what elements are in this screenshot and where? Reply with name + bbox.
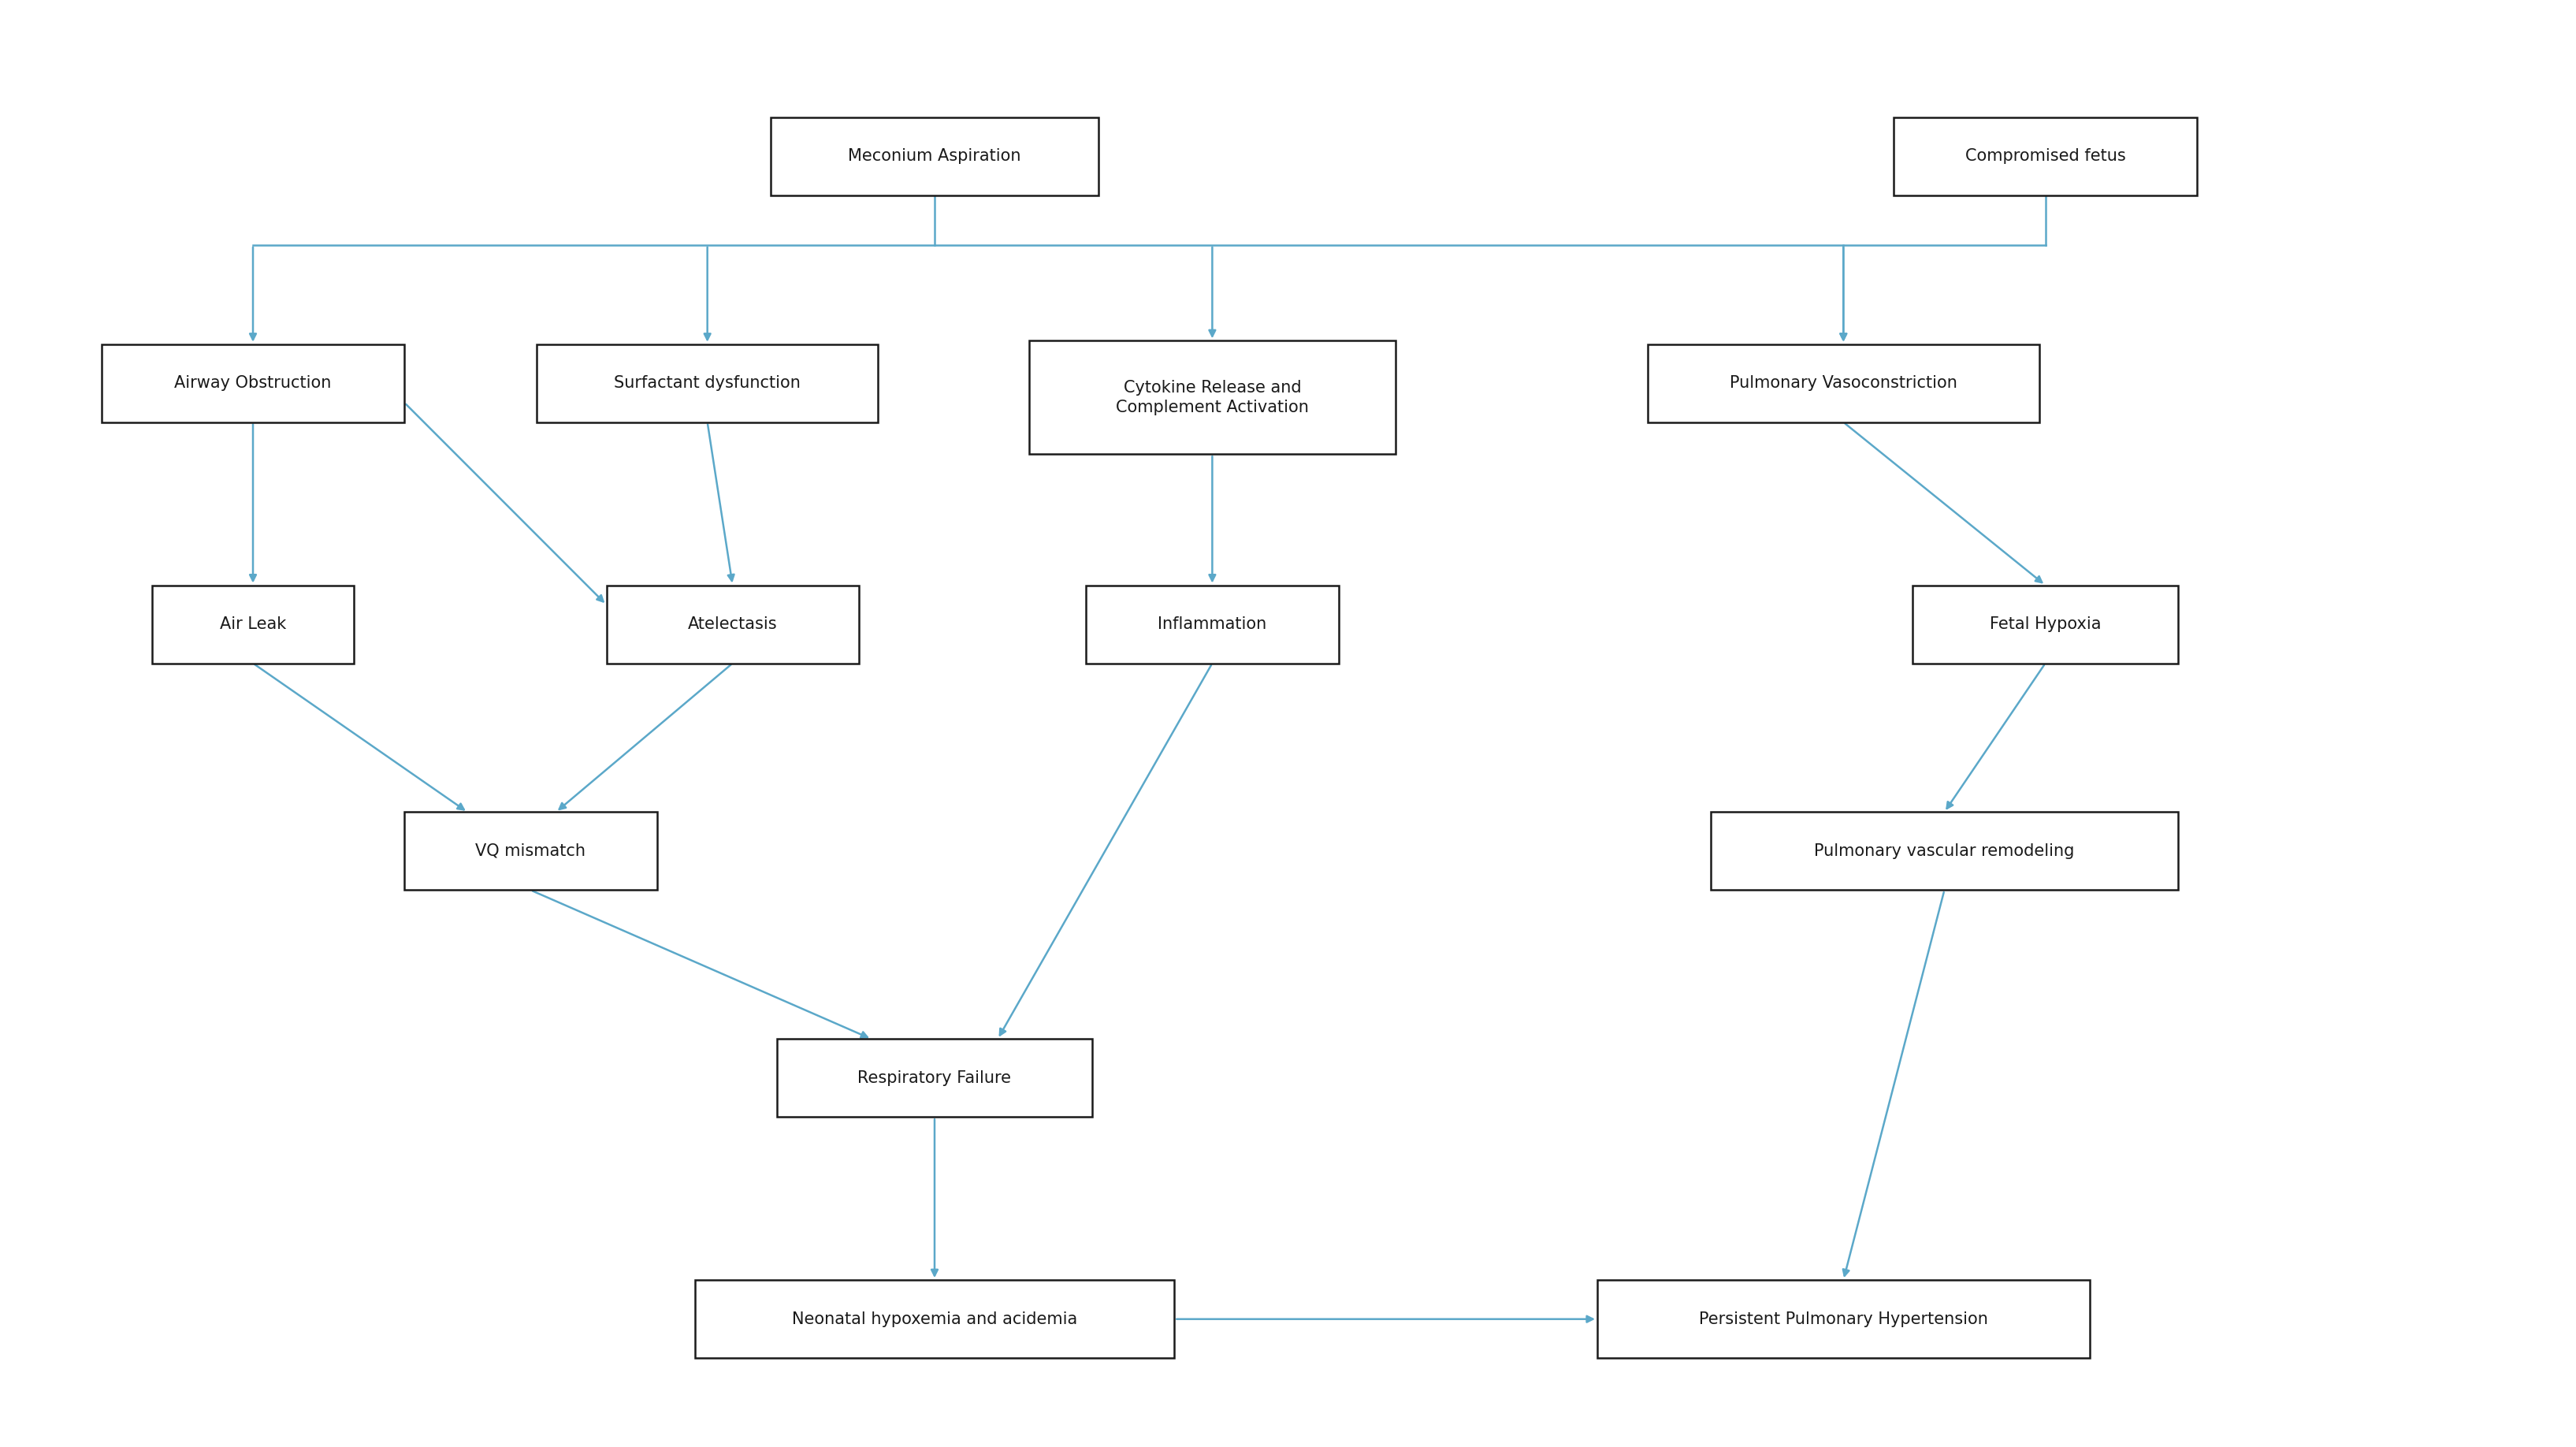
- Text: Fetal Hypoxia: Fetal Hypoxia: [1989, 616, 2102, 632]
- FancyBboxPatch shape: [404, 812, 657, 890]
- Text: Meconium Aspiration: Meconium Aspiration: [848, 149, 1020, 164]
- FancyBboxPatch shape: [605, 585, 858, 663]
- FancyBboxPatch shape: [1914, 585, 2177, 663]
- FancyBboxPatch shape: [1710, 812, 2177, 890]
- FancyBboxPatch shape: [770, 117, 1097, 195]
- FancyBboxPatch shape: [1649, 344, 2040, 423]
- Text: Cytokine Release and
Complement Activation: Cytokine Release and Complement Activati…: [1115, 379, 1309, 415]
- FancyBboxPatch shape: [536, 344, 878, 423]
- FancyBboxPatch shape: [1087, 585, 1340, 663]
- Text: Neonatal hypoxemia and acidemia: Neonatal hypoxemia and acidemia: [791, 1311, 1077, 1327]
- FancyBboxPatch shape: [778, 1039, 1092, 1117]
- FancyBboxPatch shape: [696, 1281, 1175, 1359]
- Text: Compromised fetus: Compromised fetus: [1965, 149, 2125, 164]
- FancyBboxPatch shape: [100, 344, 404, 423]
- Text: Pulmonary vascular remodeling: Pulmonary vascular remodeling: [1814, 844, 2074, 860]
- FancyBboxPatch shape: [152, 585, 353, 663]
- Text: Surfactant dysfunction: Surfactant dysfunction: [613, 375, 801, 391]
- Text: Persistent Pulmonary Hypertension: Persistent Pulmonary Hypertension: [1698, 1311, 1989, 1327]
- Text: Atelectasis: Atelectasis: [688, 616, 778, 632]
- FancyBboxPatch shape: [1030, 340, 1396, 454]
- Text: Airway Obstruction: Airway Obstruction: [175, 375, 332, 391]
- FancyBboxPatch shape: [1597, 1281, 2089, 1359]
- Text: Air Leak: Air Leak: [219, 616, 286, 632]
- Text: VQ mismatch: VQ mismatch: [477, 844, 585, 860]
- Text: Respiratory Failure: Respiratory Failure: [858, 1071, 1012, 1085]
- FancyBboxPatch shape: [1893, 117, 2197, 195]
- Text: Inflammation: Inflammation: [1157, 616, 1267, 632]
- Text: Pulmonary Vasoconstriction: Pulmonary Vasoconstriction: [1728, 375, 1958, 391]
